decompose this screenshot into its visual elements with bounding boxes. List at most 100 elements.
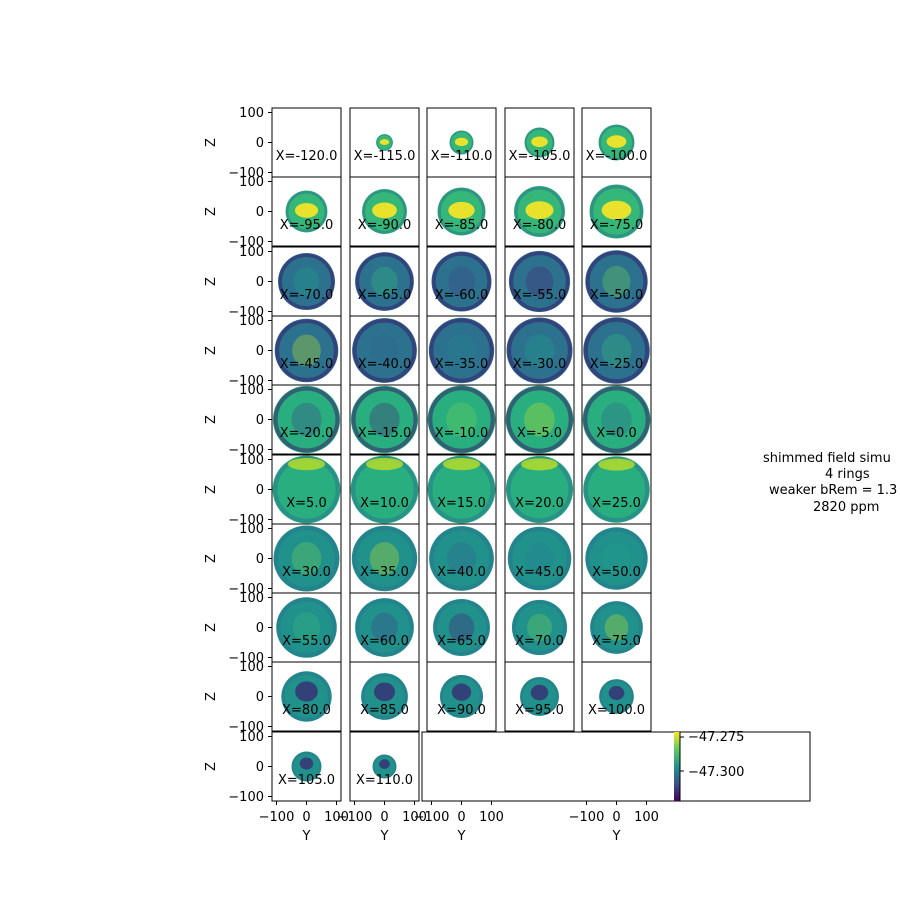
slice-panel: X=25.0 [581, 454, 652, 525]
field-disk [272, 455, 341, 524]
title-line-1: shimmed field simu [763, 451, 891, 466]
x-axis-label: Y [612, 829, 621, 844]
slice-label: X=-65.0 [358, 288, 411, 303]
slice-panel: X=-80.0 [504, 176, 575, 247]
slice-label: X=60.0 [360, 634, 409, 649]
title-line-2: 4 rings [825, 467, 870, 482]
field-disk [273, 525, 340, 592]
slice-label: X=0.0 [596, 426, 636, 441]
field-rim [376, 134, 393, 151]
slice-panel: X=75.0 [581, 592, 652, 663]
field-rim [514, 186, 565, 237]
field-disk [429, 526, 494, 591]
field-disk [507, 526, 572, 591]
field-hotspot [598, 458, 635, 471]
field-rim [351, 386, 418, 453]
x-axis-label: Y [380, 829, 389, 844]
y-tick-label: 100 [239, 453, 264, 468]
slice-label: X=-35.0 [435, 357, 488, 372]
slice-panel: X=55.0 [271, 592, 342, 663]
y-tick-label: 0 [256, 275, 264, 290]
x-tick-label: −100 [259, 810, 295, 825]
x-tick-label: 0 [380, 810, 388, 825]
field-hotspot [601, 402, 632, 437]
slice-panel: X=-95.0 [271, 176, 342, 247]
field-rim [281, 671, 332, 722]
field-rim [506, 386, 573, 453]
field-hotspot [531, 136, 548, 147]
field-hotspot [369, 542, 400, 575]
field-rim [509, 251, 570, 312]
field-rim [429, 318, 494, 383]
field-disk [355, 252, 414, 311]
y-axis-label: Z [204, 415, 219, 424]
y-tick-label: −100 [228, 305, 264, 320]
field-hotspot [602, 265, 631, 298]
slice-label: X=65.0 [437, 634, 486, 649]
y-tick-label: −100 [228, 513, 264, 528]
field-hotspot [521, 458, 558, 471]
y-tick-label: 0 [256, 344, 264, 359]
slice-label: X=10.0 [360, 496, 409, 511]
slice-panel: X=95.0 [504, 661, 575, 732]
field-rim [440, 675, 483, 718]
slice-panel: X=50.0 [581, 523, 652, 594]
y-axis-label: Z [204, 623, 219, 632]
slice-label: X=-105.0 [509, 149, 571, 164]
field-hotspot [524, 334, 555, 367]
field-hotspot [601, 200, 632, 220]
field-rim [512, 600, 567, 655]
slice-label: X=75.0 [592, 634, 641, 649]
field-rim [428, 386, 495, 453]
slice-panel: X=80.0 [271, 661, 342, 732]
field-rim [433, 599, 490, 656]
y-tick-label: 0 [256, 483, 264, 498]
slice-panel: X=20.0 [504, 454, 575, 525]
x-tick-label: 100 [402, 810, 427, 825]
field-rim [583, 386, 650, 453]
y-tick-label: 0 [256, 205, 264, 220]
slice-panel: X=-15.0 [349, 384, 420, 455]
slice-panel: X=-65.0 [349, 246, 420, 317]
field-hotspot [369, 334, 400, 367]
x-tick-label: 0 [457, 810, 465, 825]
slice-panel: X=30.0 [271, 523, 342, 594]
field-hotspot [448, 201, 475, 219]
y-tick-label: −100 [228, 790, 264, 805]
field-hotspot [287, 457, 326, 471]
field-hotspot [365, 457, 404, 471]
field-rim [285, 190, 328, 233]
field-rim [583, 317, 650, 384]
x-tick-label: −100 [414, 810, 450, 825]
field-disk [276, 597, 337, 658]
field-disk [272, 385, 341, 454]
field-disk [351, 525, 418, 592]
slice-label: X=-85.0 [435, 218, 488, 233]
slice-label: X=15.0 [437, 496, 486, 511]
field-rim [291, 751, 322, 782]
axis-labels: 100 0 −100 Z 100 0 −100 Z 100 0 −100 Z 100 0 −100 Z 100 0… [204, 106, 659, 844]
field-disk [431, 251, 492, 312]
slice-label: X=-40.0 [358, 357, 411, 372]
field-hotspot [291, 542, 322, 575]
field-disk [352, 318, 417, 383]
slice-label: X=5.0 [286, 496, 326, 511]
slice-panel: X=-120.0 [271, 107, 342, 178]
field-rim [449, 130, 474, 155]
x-tick-label: 100 [479, 810, 504, 825]
y-tick-label: 100 [239, 660, 264, 675]
field-hotspot [373, 682, 396, 702]
field-disk [427, 455, 496, 524]
colorbar-tick-label: −47.275 [688, 730, 744, 745]
slice-panel: X=70.0 [504, 592, 575, 663]
y-tick-label: 0 [256, 413, 264, 428]
field-rim [355, 252, 414, 311]
slice-label: X=-75.0 [590, 218, 643, 233]
field-disk [428, 317, 495, 384]
x-tick-label: −100 [337, 810, 373, 825]
field-rim [352, 526, 417, 591]
y-tick-label: 0 [256, 690, 264, 705]
field-disk [511, 599, 568, 656]
slice-panel: X=-105.0 [504, 107, 575, 178]
slice-panel: X=-55.0 [504, 246, 575, 317]
